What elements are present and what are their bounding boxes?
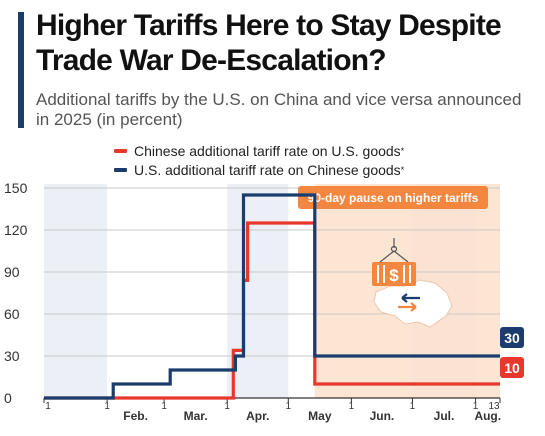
- x-day-tick-label: 1: [473, 401, 479, 412]
- end-label-box-china: [500, 357, 524, 378]
- x-day-tick-label: 1: [161, 401, 167, 412]
- y-tick-label: 120: [4, 222, 28, 238]
- dollar-icon: $: [389, 266, 399, 285]
- x-month-label: Apr.: [246, 409, 269, 423]
- title-accent-bar: [18, 12, 24, 128]
- page-subtitle: Additional tariffs by the U.S. on China …: [36, 90, 522, 129]
- end-label-box-us: [500, 327, 524, 348]
- x-end-tick-label: 13: [488, 401, 500, 412]
- page-title: Higher Tariffs Here to Stay Despite Trad…: [36, 9, 502, 77]
- x-day-tick-label: 1: [224, 401, 230, 412]
- month-shade: [44, 184, 108, 398]
- legend-footnote-marker-us: *: [400, 164, 405, 175]
- legend-footnote-marker-china: *: [400, 145, 405, 156]
- pause-label-box: [298, 186, 488, 209]
- legend-label-china: Chinese additional tariff rate on U.S. g…: [134, 142, 401, 159]
- arrow-right-icon: [398, 302, 417, 312]
- x-month-label: Jul.: [434, 409, 455, 423]
- pause-label-text: 90-day pause on higher tariffs: [308, 191, 479, 205]
- y-tick-label: 90: [4, 264, 20, 280]
- x-month-label: Jun.: [370, 409, 395, 423]
- x-month-label: May: [308, 409, 332, 423]
- legend-label-us: U.S. additional tariff rate on Chinese g…: [134, 161, 401, 178]
- end-label-us: 30: [504, 330, 520, 346]
- legend-item-china: Chinese additional tariff rate on U.S. g…: [114, 141, 404, 160]
- legend-swatch-us: [114, 167, 127, 172]
- month-shade: [227, 184, 289, 398]
- x-month-label: Mar.: [184, 409, 208, 423]
- arrow-left-icon: [401, 293, 420, 303]
- x-month-label: Aug.: [474, 409, 501, 423]
- end-label-china: 10: [504, 360, 520, 376]
- tariff-crate-usa-map-icon: $: [372, 238, 453, 328]
- x-day-tick-label: 1: [45, 401, 51, 412]
- x-month-label: Feb.: [123, 409, 148, 423]
- chart-legend: Chinese additional tariff rate on U.S. g…: [114, 141, 404, 179]
- x-day-tick-label: 1: [104, 401, 110, 412]
- x-day-tick-label: 1: [349, 401, 355, 412]
- y-tick-label: 0: [4, 390, 12, 406]
- y-tick-label: 30: [4, 348, 20, 364]
- legend-item-us: U.S. additional tariff rate on Chinese g…: [114, 160, 404, 179]
- x-day-tick-label: 1: [410, 401, 416, 412]
- crane-straps: [379, 250, 409, 263]
- x-day-tick-label: 1: [286, 401, 292, 412]
- y-tick-label: 150: [4, 180, 28, 196]
- y-tick-label: 60: [4, 306, 20, 322]
- legend-swatch-china: [114, 148, 127, 153]
- series-line-us: [44, 193, 500, 400]
